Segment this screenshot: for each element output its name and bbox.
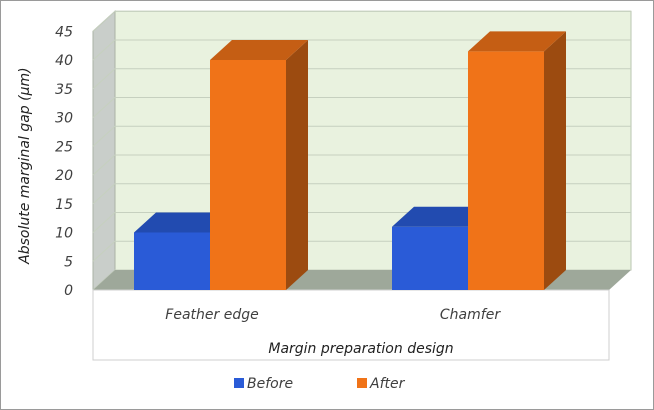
gridline (92, 68, 631, 90)
legend-label-after: After (369, 376, 406, 392)
bar-before-2 (392, 226, 468, 290)
gridline (92, 125, 631, 147)
bar-top-after-2 (468, 31, 566, 52)
bar-top-before-2 (392, 206, 490, 227)
y-axis-title: Absolute marginal gap (µm) (17, 67, 33, 264)
bar-side-after-1 (286, 40, 308, 290)
side-wall (92, 10, 116, 292)
gridline (92, 154, 631, 176)
y-tick-label: 15 (55, 197, 73, 213)
gridline (92, 183, 631, 205)
bar-after-2 (468, 51, 544, 290)
bar-before-1 (134, 232, 210, 290)
bar-after-1 (210, 60, 286, 290)
y-tick-label: 25 (55, 139, 73, 155)
x-tick-label: Chamfer (440, 307, 501, 323)
bar-top-after-1 (210, 40, 308, 60)
y-tick-label: 30 (55, 111, 73, 127)
y-tick-label: 35 (55, 82, 73, 98)
legend-label-before: Before (247, 376, 293, 392)
gridline (92, 97, 631, 118)
legend-swatch-before (234, 378, 244, 388)
bar-side-after-2 (544, 31, 566, 290)
x-tick-label: Feather edge (165, 307, 258, 323)
y-tick-label: 5 (64, 254, 73, 270)
y-tick-label: 45 (55, 24, 73, 40)
bar-top-before-1 (134, 212, 232, 233)
gridline (92, 10, 631, 32)
x-axis-title: Margin preparation design (268, 341, 453, 357)
y-tick-label: 0 (64, 283, 73, 299)
legend-swatch-after (357, 378, 367, 388)
y-tick-label: 10 (55, 226, 73, 242)
gridline (92, 39, 631, 61)
y-tick-label: 20 (55, 168, 73, 184)
y-tick-label: 40 (55, 53, 73, 69)
